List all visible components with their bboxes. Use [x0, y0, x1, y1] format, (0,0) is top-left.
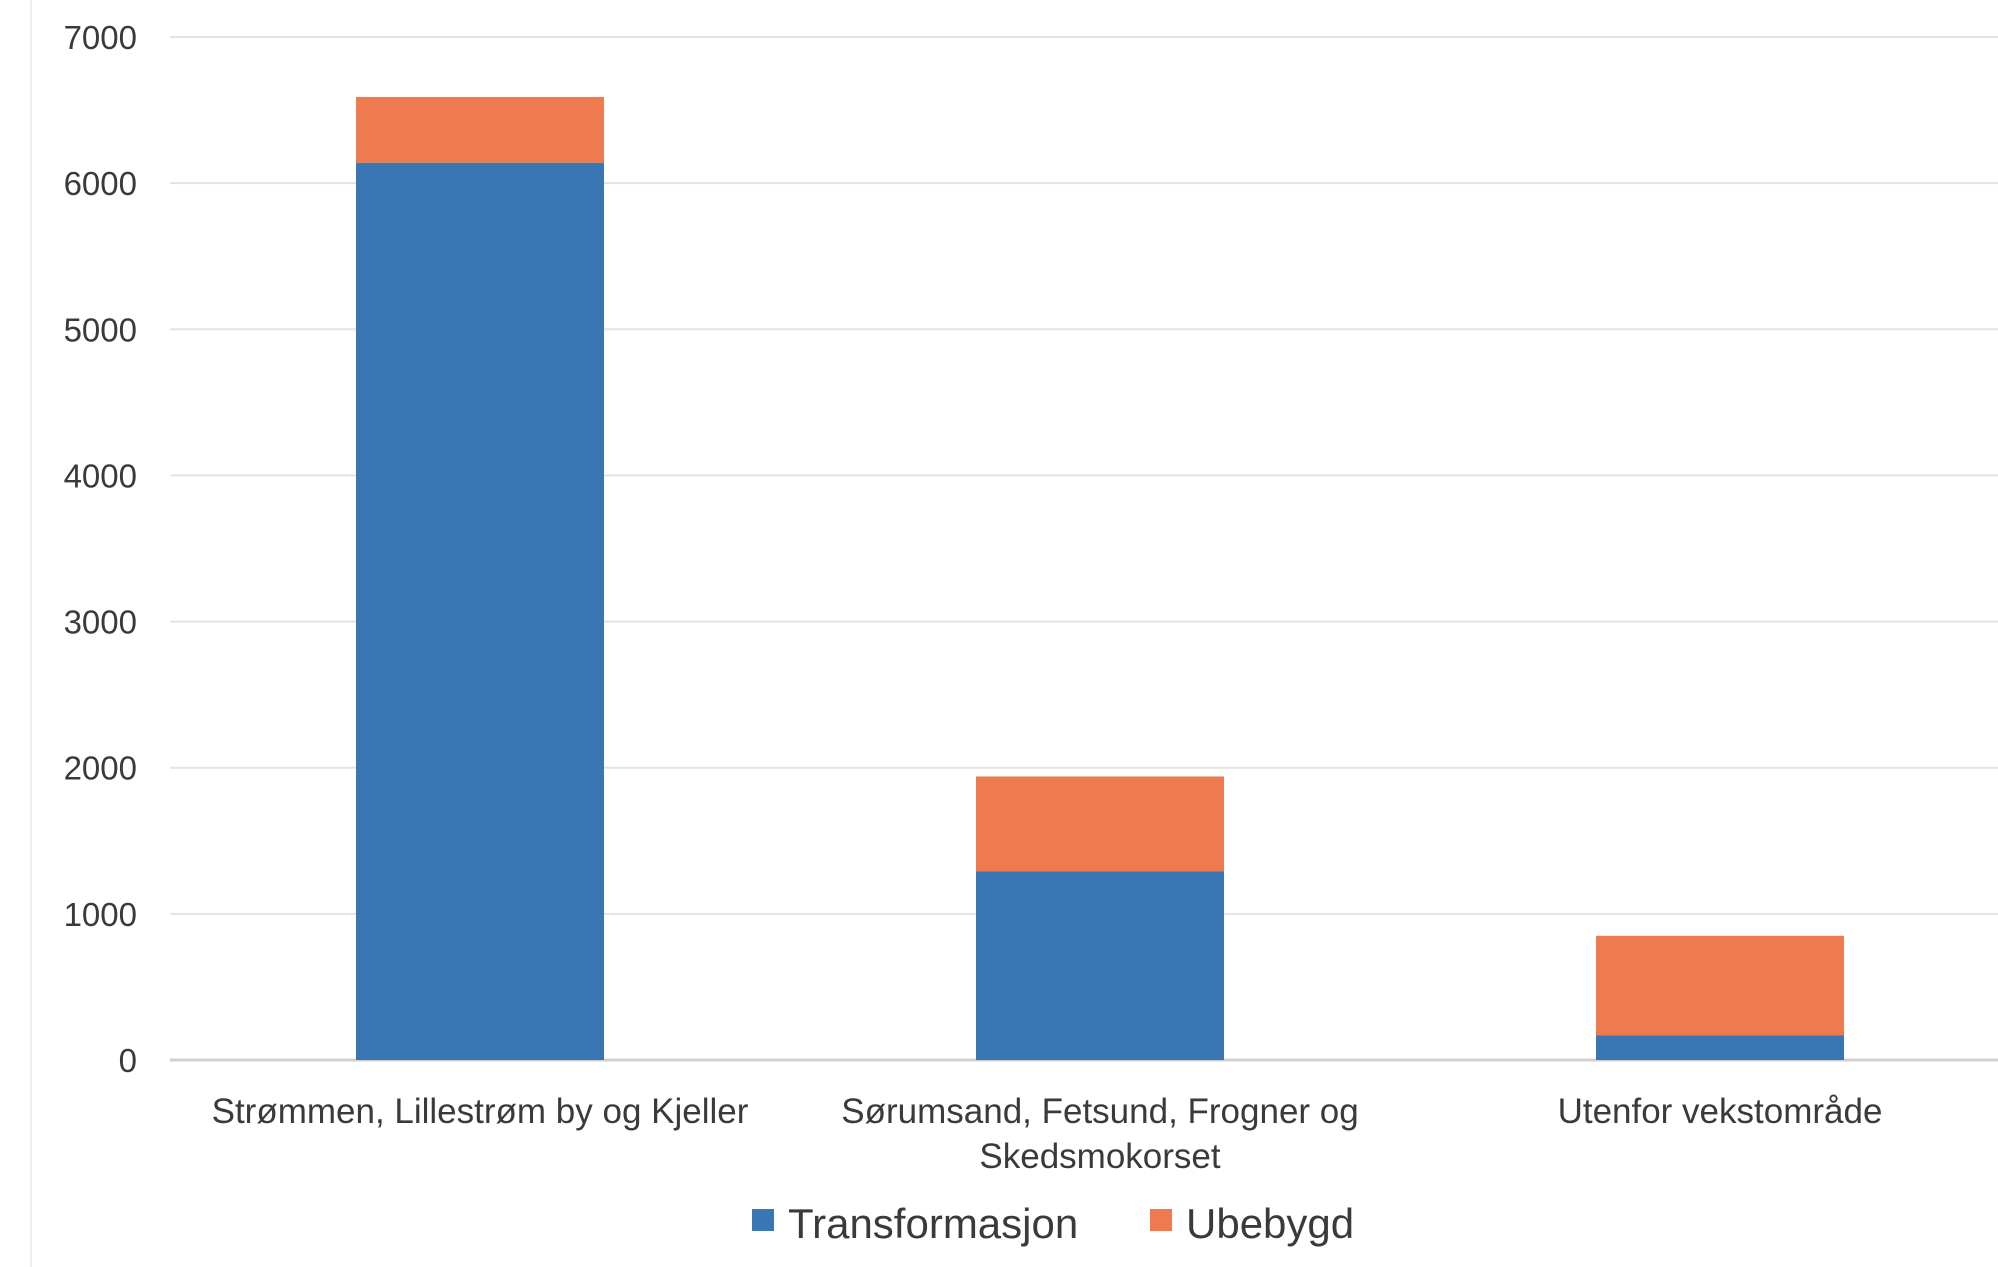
category-label-1-line-1: Skedsmokorset [979, 1137, 1220, 1176]
legend: Transformasjon Ubebygd [752, 1200, 1354, 1247]
y-tick-label-6000: 6000 [64, 165, 137, 202]
bar-transformasjon-0 [356, 162, 604, 1060]
y-tick-label-1000: 1000 [64, 896, 137, 933]
bar-transformasjon-1 [976, 871, 1224, 1060]
category-label-1-line-0: Sørumsand, Fetsund, Frogner og [841, 1092, 1358, 1131]
bar-ubebygd-2 [1596, 935, 1844, 1036]
bars [356, 96, 1844, 1060]
bar-ubebygd-1 [976, 776, 1224, 872]
bar-transformasjon-2 [1596, 1035, 1844, 1060]
legend-label-transformasjon: Transformasjon [788, 1200, 1078, 1247]
category-label-0-line-0: Strømmen, Lillestrøm by og Kjeller [212, 1092, 749, 1131]
legend-label-ubebygd: Ubebygd [1186, 1200, 1354, 1247]
category-label-2-line-0: Utenfor vekstområde [1558, 1092, 1883, 1131]
legend-swatch-ubebygd [1150, 1209, 1172, 1231]
x-axis-category-labels: Strømmen, Lillestrøm by og Kjeller Sørums… [212, 1092, 1883, 1176]
bar-ubebygd-0 [356, 96, 604, 163]
y-tick-label-5000: 5000 [64, 311, 137, 348]
y-tick-label-2000: 2000 [64, 750, 137, 787]
y-tick-label-0: 0 [119, 1042, 137, 1079]
y-tick-label-4000: 4000 [64, 457, 137, 494]
y-tick-label-3000: 3000 [64, 604, 137, 641]
chart-left-border [30, 0, 32, 1267]
legend-swatch-transformasjon [752, 1209, 774, 1231]
y-tick-label-7000: 7000 [64, 19, 137, 56]
y-axis-tick-labels: 0 1000 2000 3000 4000 5000 6000 7000 [64, 19, 137, 1079]
